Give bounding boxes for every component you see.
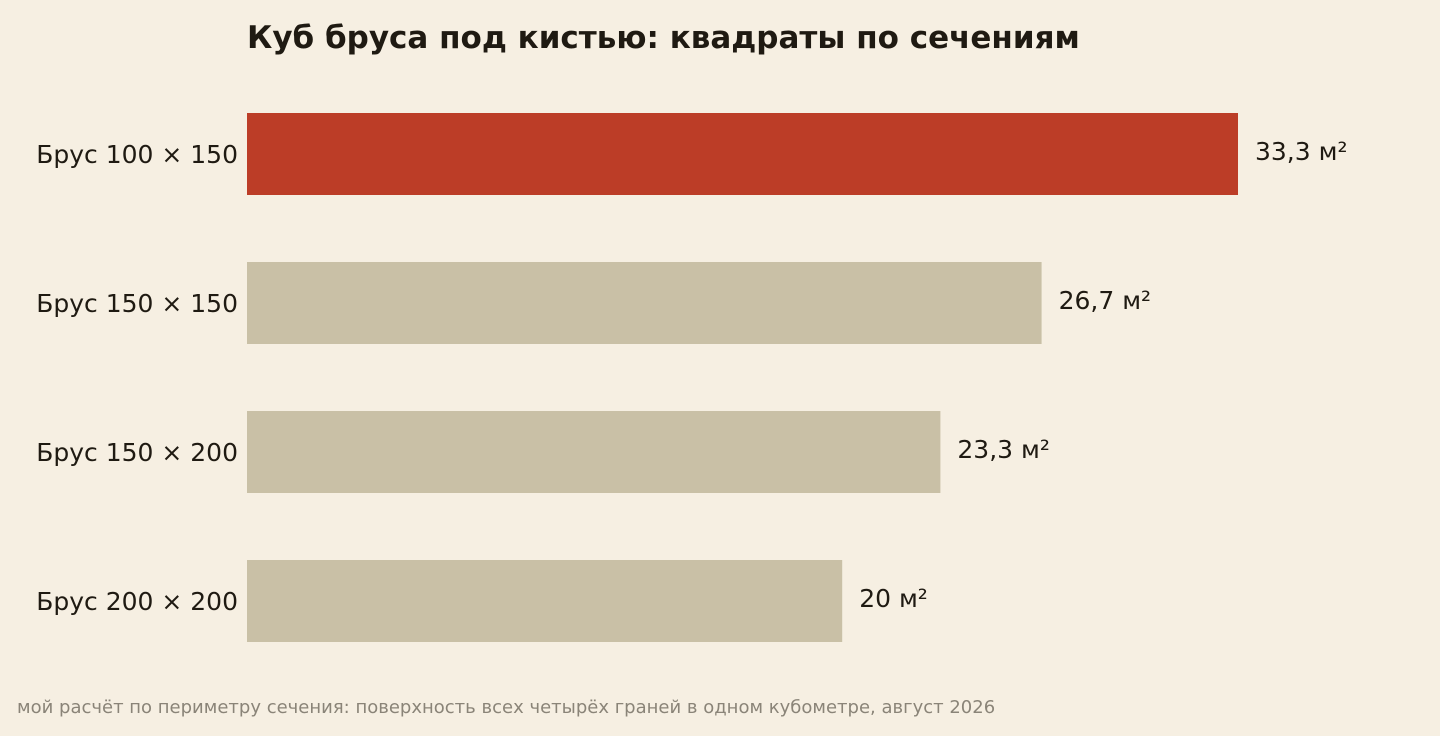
- chart-title: Куб бруса под кистью: квадраты по сечени…: [247, 20, 1080, 56]
- category-label-3: Брус 150 × 200: [36, 438, 238, 467]
- chart-footnote: мой расчёт по периметру сечения: поверхн…: [17, 697, 996, 718]
- bar-1: [247, 113, 1239, 195]
- category-label-4: Брус 200 × 200: [36, 587, 238, 616]
- bar-2: [247, 262, 1042, 344]
- value-label-2: 26,7 м²: [1059, 286, 1152, 315]
- bar-3: [247, 411, 941, 493]
- bar-4: [247, 560, 843, 642]
- value-label-3: 23,3 м²: [957, 435, 1049, 464]
- category-label-1: Брус 100 × 150: [36, 140, 238, 169]
- category-label-2: Брус 150 × 150: [36, 289, 238, 318]
- value-label-1: 33,3 м²: [1255, 137, 1348, 166]
- value-label-4: 20 м²: [859, 584, 928, 613]
